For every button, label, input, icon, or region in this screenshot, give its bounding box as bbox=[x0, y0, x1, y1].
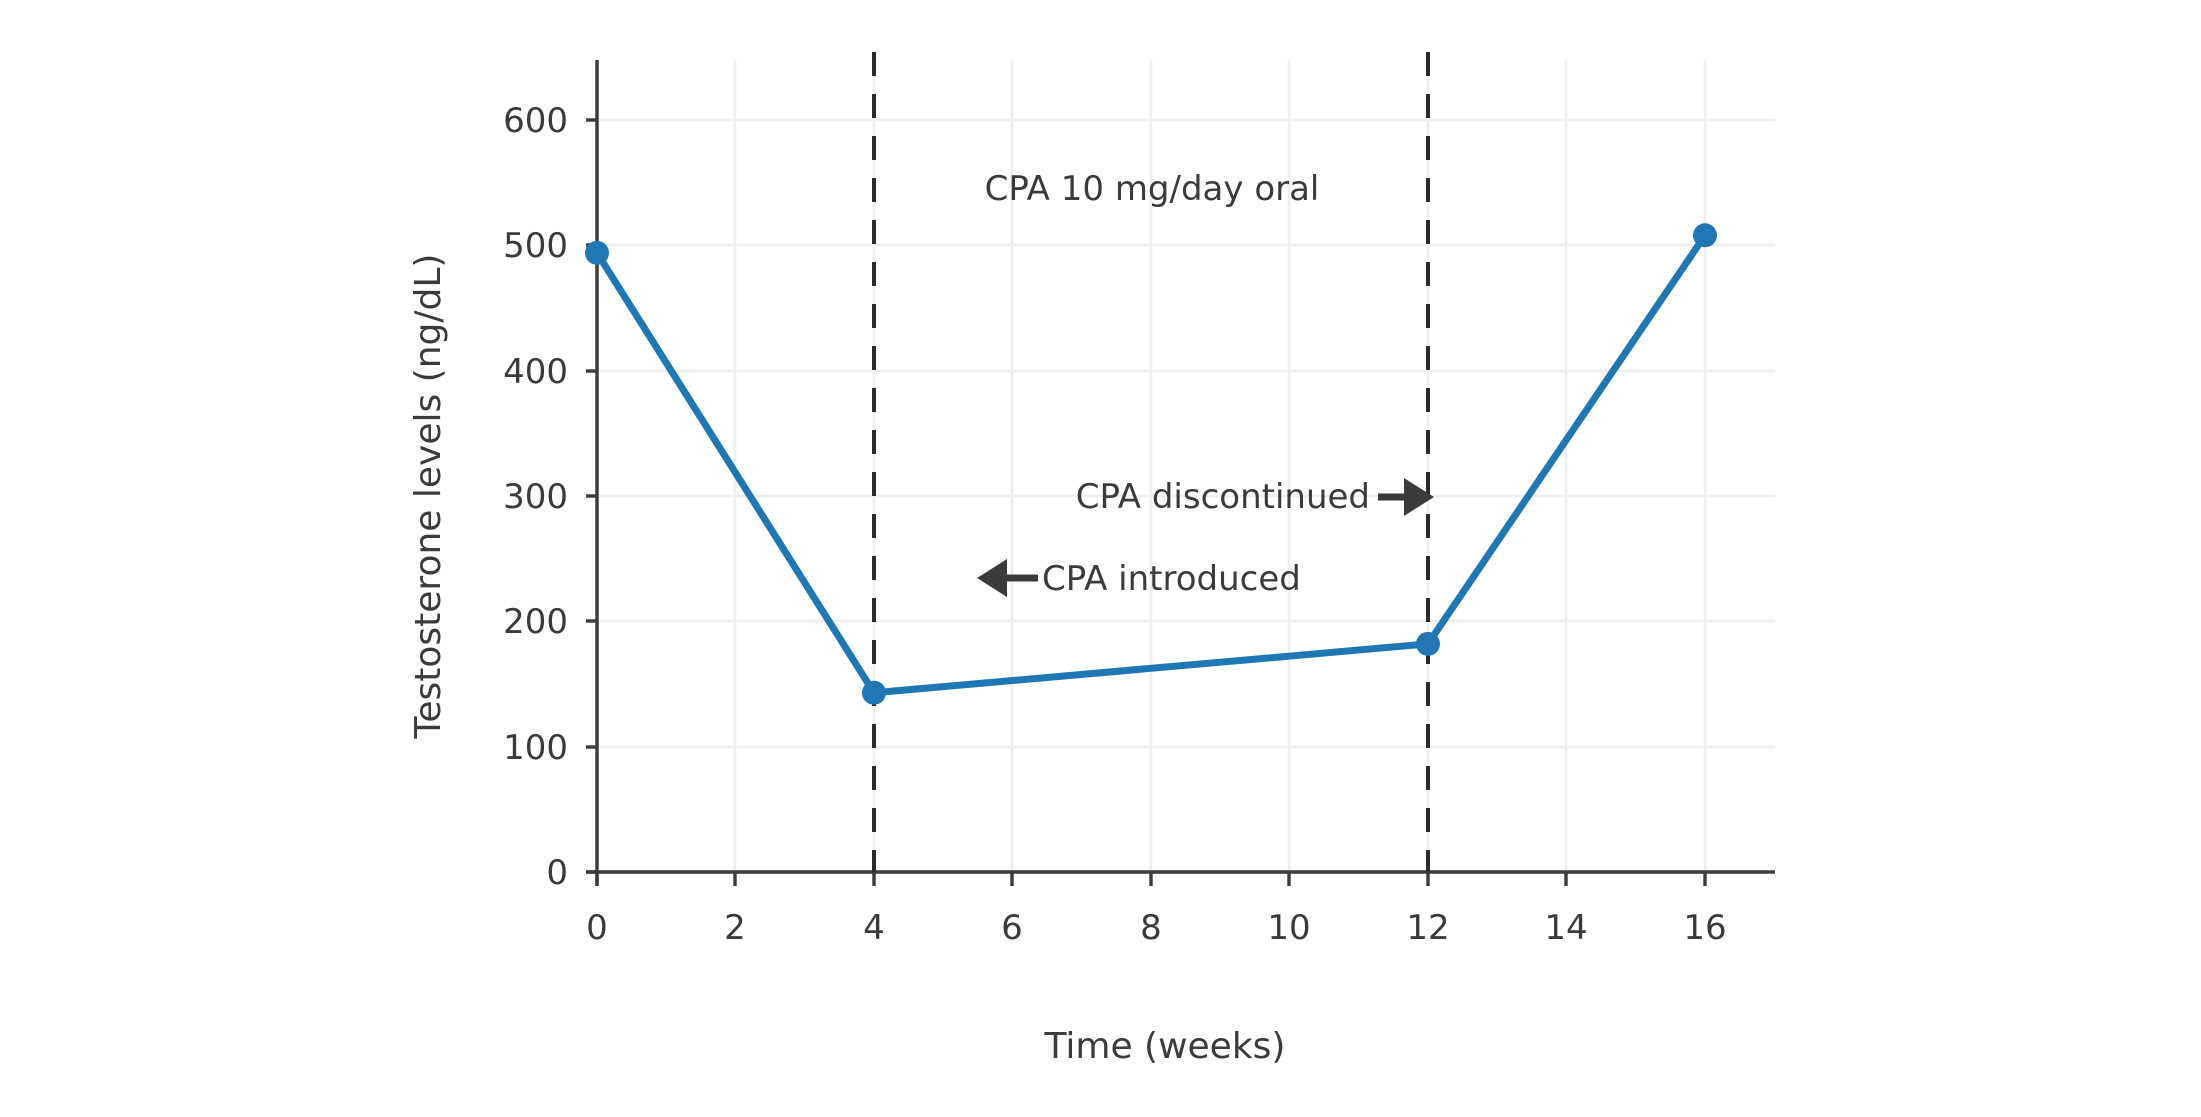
y-tick-label: 500 bbox=[503, 226, 568, 266]
data-point-marker bbox=[585, 240, 609, 265]
data-point-marker bbox=[862, 680, 886, 705]
x-tick-labels: 0 2 4 6 8 10 12 14 16 bbox=[586, 908, 1726, 948]
y-tick-label: 300 bbox=[503, 477, 568, 517]
y-tick-label: 100 bbox=[503, 728, 568, 768]
annotation-discontinued-text: CPA discontinued bbox=[1076, 477, 1370, 517]
x-tick-label: 10 bbox=[1267, 908, 1310, 948]
data-point-marker bbox=[1416, 631, 1440, 656]
data-point-marker bbox=[1693, 223, 1717, 248]
y-tick-label: 200 bbox=[503, 602, 568, 642]
x-tick-label: 8 bbox=[1140, 908, 1162, 948]
y-tick-label: 600 bbox=[503, 101, 568, 141]
series-line-testosterone bbox=[593, 231, 1709, 697]
x-tick-label: 4 bbox=[863, 908, 885, 948]
arrow-head-right-icon bbox=[1404, 478, 1434, 516]
y-tick-labels: 600 500 400 300 200 100 0 bbox=[503, 101, 568, 893]
y-tick-label: 400 bbox=[503, 352, 568, 392]
annotation-treatment-label: CPA 10 mg/day oral bbox=[985, 169, 1320, 209]
y-gridlines bbox=[597, 118, 1775, 749]
x-tick-label: 6 bbox=[1001, 908, 1023, 948]
arrow-head-left-icon bbox=[977, 559, 1007, 597]
annotation-cpa-discontinued: CPA discontinued bbox=[1076, 477, 1434, 517]
y-axis-title: Testosterone levels (ng/dL) bbox=[408, 254, 449, 740]
series-markers bbox=[585, 223, 1717, 705]
x-tick-label: 16 bbox=[1683, 908, 1726, 948]
x-tick-label: 2 bbox=[724, 908, 746, 948]
x-tick-label: 0 bbox=[586, 908, 608, 948]
x-tick-label: 14 bbox=[1544, 908, 1587, 948]
annotation-cpa-introduced: CPA introduced bbox=[977, 559, 1301, 599]
x-tick-label: 12 bbox=[1406, 908, 1449, 948]
x-tick-marks bbox=[595, 872, 1707, 886]
x-axis-title: Time (weeks) bbox=[1044, 1026, 1286, 1067]
y-tick-label: 0 bbox=[546, 853, 568, 893]
annotation-introduced-text: CPA introduced bbox=[1042, 559, 1301, 599]
